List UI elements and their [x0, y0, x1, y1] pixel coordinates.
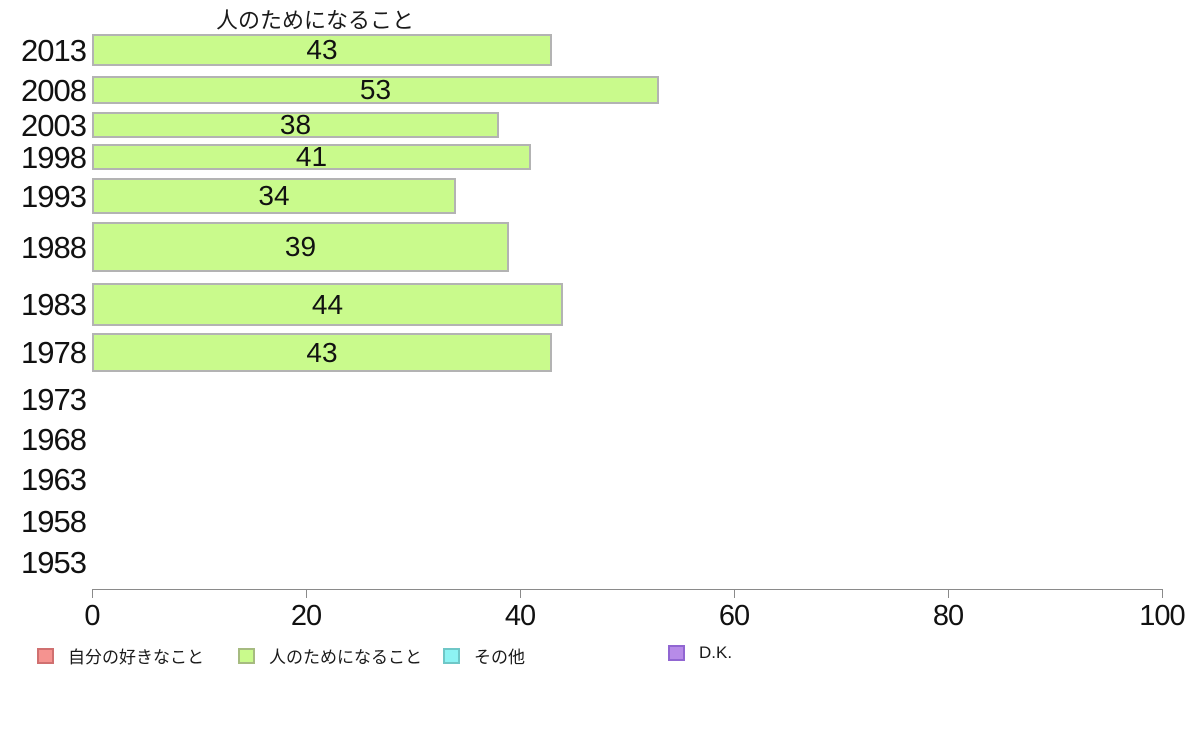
legend-swatch: [668, 645, 685, 661]
x-axis-tick-label: 20: [290, 600, 322, 632]
chart-title: 人のためになること: [216, 8, 415, 33]
category-label: 1983: [21, 287, 87, 322]
category-label: 1958: [21, 504, 87, 539]
category-label: 2008: [21, 73, 87, 108]
bar: [92, 283, 563, 326]
category-label: 2013: [21, 33, 87, 68]
x-axis-tick: [734, 589, 735, 598]
bar: [92, 222, 509, 272]
bar: [92, 333, 552, 372]
category-label: 1973: [21, 382, 87, 417]
x-axis-tick-label: 100: [1139, 600, 1185, 632]
bar: [92, 144, 531, 170]
category-label: 1978: [21, 335, 87, 370]
category-label: 1953: [21, 545, 87, 580]
category-label: 1988: [21, 230, 87, 265]
legend-swatch: [37, 647, 54, 664]
x-axis-tick: [948, 589, 949, 598]
category-label: 1998: [21, 140, 87, 175]
legend-swatch: [238, 647, 255, 664]
x-axis-tick: [92, 589, 93, 598]
bar: [92, 178, 456, 214]
x-axis-tick-label: 80: [932, 600, 964, 632]
legend-label: D.K.: [699, 643, 733, 662]
legend-item: その他: [443, 643, 525, 668]
category-label: 1963: [21, 462, 87, 497]
category-label: 1993: [21, 179, 87, 214]
legend-item: 自分の好きなこと: [37, 643, 204, 668]
x-axis-tick-label: 60: [718, 600, 750, 632]
category-label: 2003: [21, 108, 87, 143]
legend-label: その他: [474, 648, 525, 667]
legend-item: 人のためになること: [238, 643, 422, 668]
legend-item: D.K.: [668, 643, 732, 663]
x-axis-tick-label: 0: [84, 600, 100, 632]
x-axis-line: [92, 589, 1162, 590]
category-label: 1968: [21, 422, 87, 457]
x-axis-tick: [520, 589, 521, 598]
legend-swatch: [443, 647, 460, 664]
x-axis-tick: [306, 589, 307, 598]
legend-label: 人のためになること: [269, 648, 422, 667]
bar: [92, 76, 659, 104]
bar: [92, 34, 552, 66]
legend: 自分の好きなこと 人のためになること その他 D.K.: [0, 643, 1188, 667]
legend-label: 自分の好きなこと: [68, 648, 204, 667]
x-axis-tick-label: 40: [504, 600, 536, 632]
bar: [92, 112, 499, 138]
x-axis-tick: [1162, 589, 1163, 598]
